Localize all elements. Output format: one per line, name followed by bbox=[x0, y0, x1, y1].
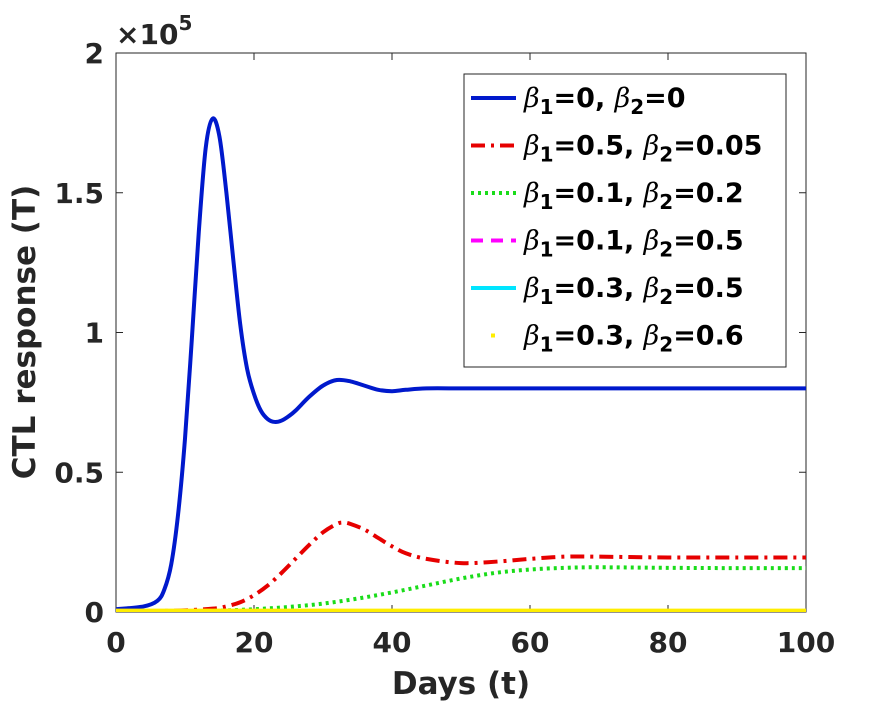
y-axis-multiplier: ×105 bbox=[116, 11, 192, 51]
legend-label: β1=0.5, β2=0.05 bbox=[523, 131, 762, 167]
legend-box bbox=[463, 73, 787, 368]
legend-marker bbox=[491, 333, 495, 338]
series-line-1 bbox=[116, 116, 806, 612]
legend-label: β1=0.3, β2=0.5 bbox=[523, 273, 744, 309]
x-tick-label: 20 bbox=[235, 626, 274, 659]
legend: β1=0, β2=0 β1=0.5, β2=0.05 β1=0.1, β2=0.2 β… bbox=[463, 73, 787, 368]
series-line-2 bbox=[116, 520, 806, 612]
y-tick-label: 0.5 bbox=[54, 456, 104, 489]
legend-entry: β1=0.1, β2=0.2 bbox=[471, 178, 744, 214]
legend-entry: β1=0.5, β2=0.05 bbox=[471, 131, 762, 167]
legend-entry: β1=0.3, β2=0.5 bbox=[471, 273, 744, 309]
x-tick-labels: 0 20 40 60 80 100 bbox=[106, 626, 835, 659]
x-tick-label: 0 bbox=[106, 626, 125, 659]
y-axis-label: CTL response (T) bbox=[7, 185, 43, 480]
x-tick-label: 60 bbox=[511, 626, 550, 659]
legend-entry: β1=0.3, β2=0.6 bbox=[491, 321, 744, 357]
x-tick-label: 40 bbox=[373, 626, 412, 659]
legend-entry: β1=0, β2=0 bbox=[471, 83, 686, 119]
x-tick-label: 80 bbox=[649, 626, 688, 659]
y-tick-label: 1 bbox=[85, 317, 104, 350]
legend-label: β1=0.3, β2=0.6 bbox=[523, 321, 744, 357]
y-tick-label: 2 bbox=[85, 37, 104, 70]
legend-label: β1=0.1, β2=0.5 bbox=[523, 226, 744, 262]
x-tick-label: 100 bbox=[777, 626, 835, 659]
y-tick-label: 1.5 bbox=[54, 177, 104, 210]
y-tick-labels: 0 0.5 1 1.5 2 bbox=[54, 37, 104, 629]
y-tick-label: 0 bbox=[85, 596, 104, 629]
x-axis-label: Days (t) bbox=[392, 666, 530, 702]
series-lines bbox=[116, 116, 806, 612]
legend-entry: β1=0.1, β2=0.5 bbox=[471, 226, 744, 262]
legend-label: β1=0, β2=0 bbox=[523, 83, 686, 119]
legend-label: β1=0.1, β2=0.2 bbox=[523, 178, 744, 214]
